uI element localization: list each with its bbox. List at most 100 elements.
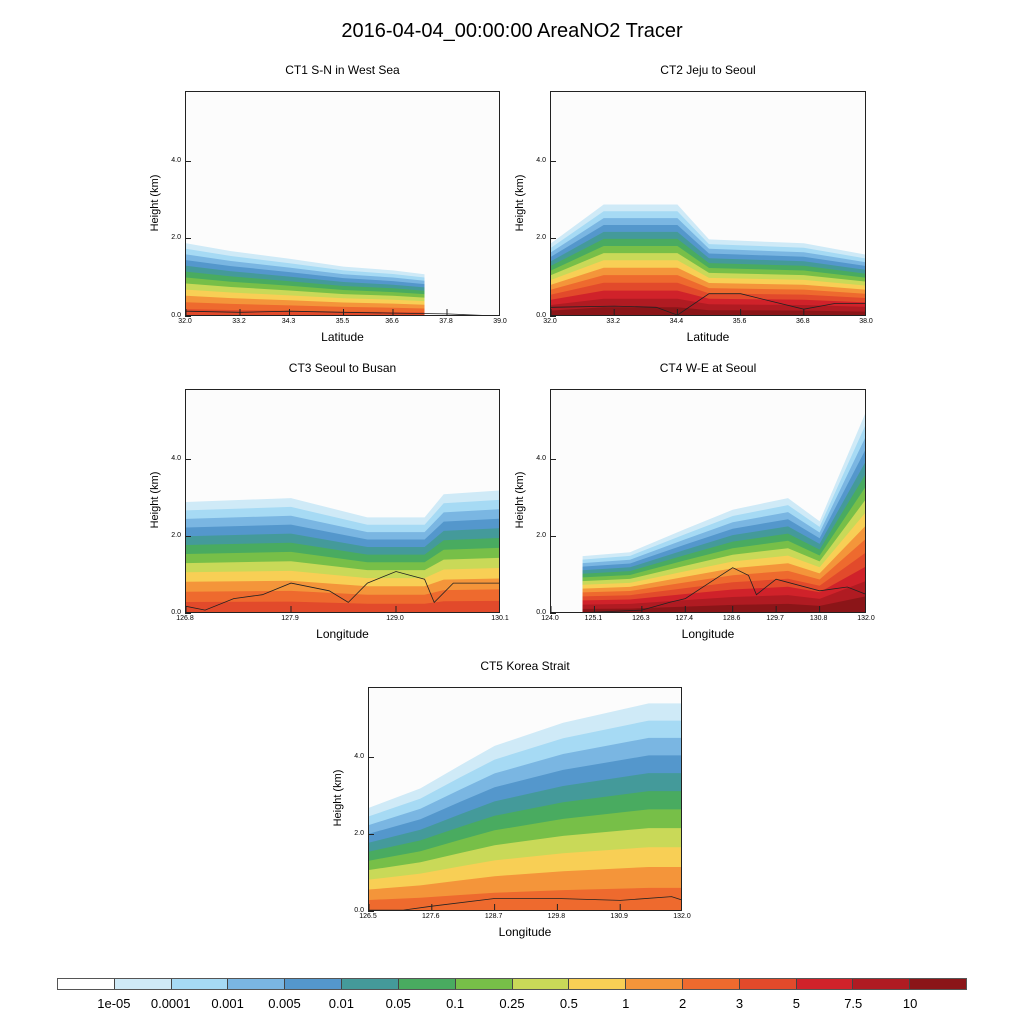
y-tick-mark [550, 160, 556, 162]
colorbar-label: 0.005 [268, 996, 301, 1011]
colorbar-label: 0.1 [446, 996, 465, 1011]
y-tick-mark [185, 160, 191, 162]
colorbar-segment-0 [58, 979, 115, 989]
contour-band-12 [186, 309, 425, 315]
y-axis-label: Height (km) [332, 769, 344, 827]
y-tick-label: 2.0 [171, 531, 181, 539]
colorbar-segment-14 [853, 979, 911, 989]
colorbar-label: 7.5 [844, 996, 863, 1011]
x-tick-label: 125.1 [584, 615, 603, 622]
colorbar-segment-1 [114, 979, 172, 989]
y-axis-label: Height (km) [514, 471, 526, 529]
x-tick-label: 130.1 [491, 615, 509, 622]
y-tick-mark [368, 911, 374, 912]
x-tick-label: 127.4 [675, 615, 694, 622]
y-tick-mark [185, 238, 191, 240]
contour-plot [551, 414, 865, 612]
colorbar-label: 0.0001 [150, 996, 191, 1011]
x-tick-label: 33.2 [232, 318, 246, 325]
terrain-line [186, 571, 499, 611]
x-tick-label: 37.8 [439, 318, 453, 325]
colorbar-label: 5 [792, 996, 800, 1011]
contour-band-15 [551, 307, 865, 315]
x-tick-label: 36.6 [385, 318, 399, 325]
colorbar-segment-8 [512, 979, 570, 989]
y-tick-label: 2.0 [536, 531, 546, 539]
contour-band-15 [582, 596, 865, 612]
y-axis-label: Height (km) [149, 471, 161, 529]
panel-title: CT5 Korea Strait [480, 659, 570, 673]
y-tick-label: 0.0 [536, 312, 546, 319]
x-tick-label: 128.7 [484, 913, 503, 920]
y-tick-label: 2.0 [354, 829, 364, 837]
contour-plot [551, 204, 865, 315]
colorbar-label: 0.01 [328, 996, 355, 1011]
colorbar-segment-11 [682, 979, 740, 989]
colorbar-label: 10 [902, 996, 918, 1011]
x-axis-label: Longitude [316, 627, 369, 641]
panel-title: CT2 Jeju to Seoul [660, 63, 756, 77]
y-tick-label: 0.0 [354, 907, 364, 914]
y-tick-label: 2.0 [171, 234, 181, 242]
y-tick-mark [550, 613, 556, 614]
y-tick-mark [185, 458, 191, 460]
y-tick-mark [550, 535, 556, 537]
x-axis-label: Longitude [681, 627, 735, 641]
x-axis-label: Longitude [498, 925, 552, 939]
main-title: 2016-04-04_00:00:00 AreaNO2 Tracer [341, 20, 683, 42]
contour-band-12 [186, 600, 499, 612]
x-tick-label: 32.0 [543, 318, 557, 325]
panel-title: CT4 W-E at Seoul [659, 361, 757, 375]
colorbar-segment-4 [285, 979, 343, 989]
x-axis-label: Latitude [321, 330, 364, 344]
y-tick-mark [550, 238, 556, 240]
x-tick-label: 132.0 [673, 913, 691, 920]
x-tick-label: 35.6 [732, 318, 747, 325]
colorbar-segment-10 [626, 979, 683, 989]
y-tick-label: 4.0 [536, 156, 546, 164]
colorbar-segment-13 [796, 979, 854, 989]
colorbar [57, 978, 967, 990]
y-tick-label: 4.0 [171, 156, 181, 164]
x-tick-label: 132.0 [857, 615, 875, 622]
plot-area [550, 91, 866, 316]
colorbar-segment-2 [171, 979, 229, 989]
x-tick-label: 34.3 [281, 318, 296, 325]
colorbar-segment-12 [739, 979, 797, 989]
x-tick-label: 129.8 [547, 913, 566, 920]
y-axis-label: Height (km) [149, 174, 161, 231]
y-tick-label: 0.0 [171, 609, 181, 616]
y-tick-mark [550, 458, 556, 460]
panel-title: CT1 S-N in West Sea [285, 63, 400, 77]
panel-title: CT3 Seoul to Busan [288, 361, 397, 375]
x-axis-label: Latitude [686, 330, 730, 344]
x-tick-label: 38.0 [859, 318, 873, 325]
x-tick-label: 129.0 [386, 615, 404, 622]
y-axis-label: Height (km) [514, 174, 526, 231]
colorbar-segment-5 [342, 979, 399, 989]
plot-area [185, 91, 500, 316]
plot-area [185, 389, 500, 613]
colorbar-label: 2 [679, 996, 687, 1011]
colorbar-segment-6 [398, 979, 456, 989]
y-tick-label: 4.0 [354, 752, 364, 760]
x-tick-label: 128.6 [722, 615, 741, 622]
x-tick-label: 39.0 [493, 318, 507, 325]
x-tick-label: 130.8 [809, 615, 828, 622]
x-tick-label: 34.4 [669, 318, 684, 325]
x-tick-label: 127.6 [422, 913, 440, 920]
y-tick-mark [368, 833, 374, 835]
colorbar-label: 0.5 [559, 996, 578, 1011]
colorbar-segment-9 [569, 979, 627, 989]
contour-plot [186, 490, 499, 612]
y-tick-label: 0.0 [536, 609, 546, 616]
y-tick-label: 4.0 [171, 454, 181, 462]
terrain-line [551, 293, 865, 315]
x-tick-label: 130.9 [610, 913, 628, 920]
colorbar-label: 0.25 [499, 996, 525, 1011]
x-tick-label: 126.8 [176, 615, 194, 622]
plot-area [550, 389, 866, 613]
colorbar-label: 1 [622, 996, 630, 1011]
colorbar-label: 0.05 [385, 996, 411, 1011]
plot-area [368, 687, 682, 911]
